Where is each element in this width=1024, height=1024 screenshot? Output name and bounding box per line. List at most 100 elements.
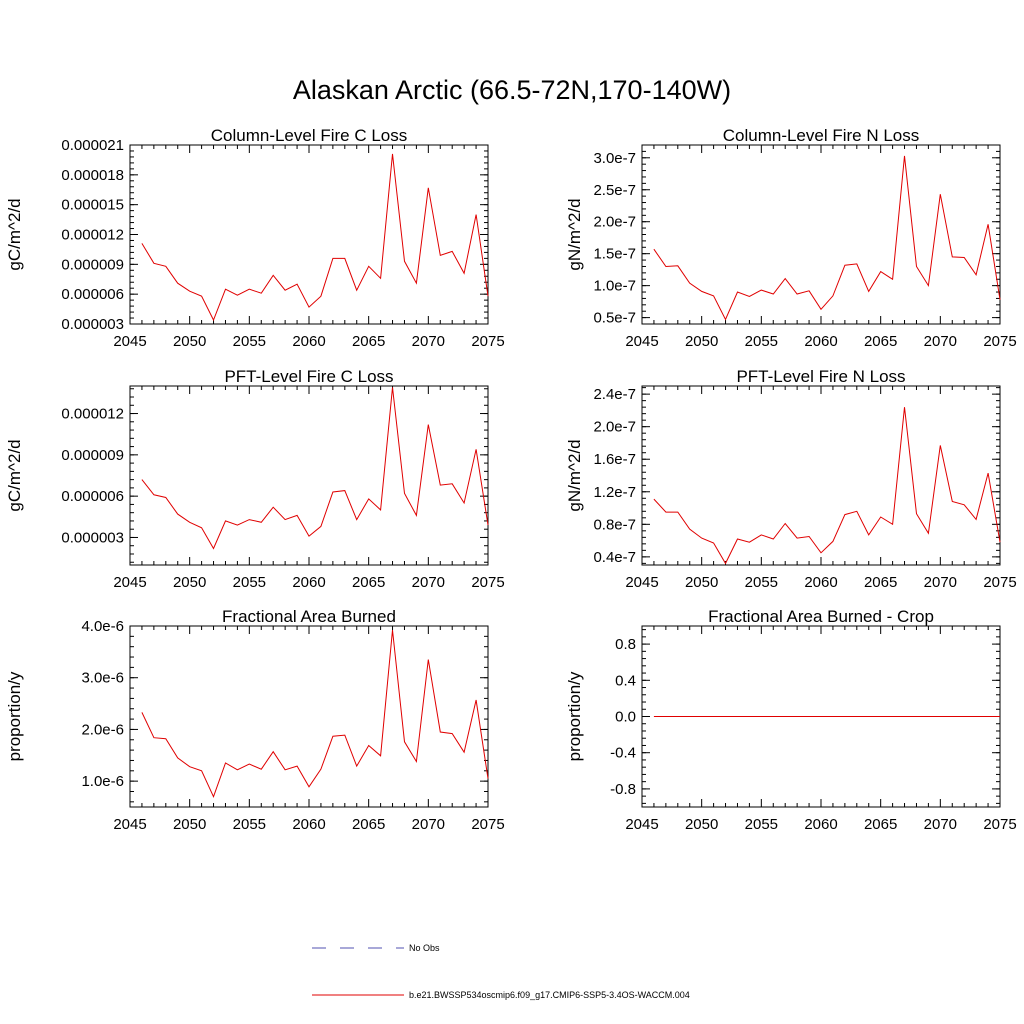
y-tick-label: 0.4e-7 xyxy=(593,549,636,566)
y-tick-label: 1.5e-7 xyxy=(593,246,636,263)
y-tick-label: 2.0e-7 xyxy=(593,419,636,436)
x-tick-label: 2060 xyxy=(292,574,325,591)
y-tick-label: 0.000012 xyxy=(61,227,124,244)
chart-panel-4: 2045 2050 2055 2060 2065 2070 2075 0.4e-7 0.8e-7… xyxy=(565,367,1017,591)
y-tick-label: -0.4 xyxy=(610,745,636,762)
x-tick-label: 2050 xyxy=(173,333,206,350)
y-tick-label: 0.000009 xyxy=(61,256,124,273)
y-axis-label: proportion/y xyxy=(565,671,584,761)
x-tick-label: 2065 xyxy=(864,816,897,833)
x-tick-label: 2055 xyxy=(745,574,778,591)
x-tick-label: 2070 xyxy=(412,816,445,833)
x-tick-label: 2045 xyxy=(113,333,146,350)
x-tick-label: 2060 xyxy=(804,574,837,591)
y-tick-label: 2.0e-7 xyxy=(593,214,636,231)
y-tick-label: 0.000006 xyxy=(61,488,124,505)
y-tick-label: 0.000018 xyxy=(61,167,124,184)
x-tick-label: 2055 xyxy=(233,574,266,591)
x-tick-label: 2045 xyxy=(625,574,658,591)
x-tick-label: 2060 xyxy=(804,816,837,833)
y-tick-label: 3.0e-7 xyxy=(593,150,636,167)
x-tick-label: 2060 xyxy=(804,333,837,350)
x-tick-label: 2055 xyxy=(745,816,778,833)
x-tick-label: 2050 xyxy=(685,574,718,591)
x-tick-label: 2070 xyxy=(924,816,957,833)
x-tick-label: 2075 xyxy=(983,816,1016,833)
panel-title: Column-Level Fire N Loss xyxy=(723,126,920,145)
y-axis-label: gN/m^2/d xyxy=(565,439,584,511)
y-tick-label: 0.000006 xyxy=(61,286,124,303)
x-tick-label: 2075 xyxy=(471,574,504,591)
x-tick-label: 2045 xyxy=(113,574,146,591)
x-tick-label: 2050 xyxy=(173,816,206,833)
plot-frame xyxy=(129,144,489,325)
series-line xyxy=(653,407,1001,565)
x-tick-label: 2055 xyxy=(233,816,266,833)
panels-group: 2045 2050 2055 2060 2065 2070 20750.0000030.00… xyxy=(5,126,1017,833)
y-tick-label: 0.0 xyxy=(615,709,636,726)
series-line xyxy=(141,387,489,550)
plot-frame xyxy=(129,385,489,566)
y-tick-label: 2.0e-6 xyxy=(81,721,124,738)
x-tick-label: 2075 xyxy=(471,816,504,833)
y-tick-label: 0.000015 xyxy=(61,197,124,214)
panel-title: Column-Level Fire C Loss xyxy=(211,126,408,145)
y-tick-label: 0.8 xyxy=(615,636,636,653)
y-tick-label: 0.8e-7 xyxy=(593,516,636,533)
x-tick-label: 2070 xyxy=(924,333,957,350)
chart-panel-5: 2045 2050 2055 2060 2065 2070 2075 1.0e-6 2.0e-6… xyxy=(5,607,505,833)
y-tick-label: 3.0e-6 xyxy=(81,670,124,687)
series-line xyxy=(653,155,1001,321)
legend-case-label: b.e21.BWSSP534oscmip6.f09_g17.CMIP6-SSP5… xyxy=(409,990,690,1000)
x-tick-label: 2045 xyxy=(625,333,658,350)
figure-title: Alaskan Arctic (66.5-72N,170-140W) xyxy=(293,75,731,105)
x-tick-label: 2075 xyxy=(471,333,504,350)
series-line xyxy=(141,153,489,322)
panel-title: Fractional Area Burned - Crop xyxy=(708,607,934,626)
y-tick-label: 1.0e-6 xyxy=(81,773,124,790)
panel-title: PFT-Level Fire N Loss xyxy=(736,367,905,386)
chart-panel-1: 2045 2050 2055 2060 2065 2070 2075 0.000003 0.00… xyxy=(5,126,505,350)
legend: No Obs b.e21.BWSSP534oscmip6.f09_g17.CMI… xyxy=(312,943,690,1000)
chart-panel-6: 2045 2050 2055 2060 2065 2070 2075 -0.8 -0.4 0.0 0… xyxy=(565,607,1017,833)
plot-frame xyxy=(641,144,1001,325)
chart-panel-3: 2045 2050 2055 2060 2065 2070 2075 0.000003 0.00… xyxy=(5,367,505,591)
x-tick-label: 2050 xyxy=(173,574,206,591)
x-tick-label: 2055 xyxy=(233,333,266,350)
y-tick-label: 1.2e-7 xyxy=(593,484,636,501)
y-axis-label: gC/m^2/d xyxy=(5,198,24,270)
y-axis-label: gC/m^2/d xyxy=(5,439,24,511)
x-tick-label: 2060 xyxy=(292,333,325,350)
y-tick-label: 0.4 xyxy=(615,672,636,689)
x-tick-label: 2065 xyxy=(352,333,385,350)
x-tick-label: 2045 xyxy=(113,816,146,833)
x-tick-label: 2050 xyxy=(685,816,718,833)
y-tick-label: 2.5e-7 xyxy=(593,182,636,199)
plot-frame xyxy=(129,625,489,808)
y-tick-label: 1.0e-7 xyxy=(593,278,636,295)
y-tick-label: 0.5e-7 xyxy=(593,310,636,327)
y-tick-label: 0.000012 xyxy=(61,406,124,423)
x-tick-label: 2070 xyxy=(924,574,957,591)
y-tick-label: -0.8 xyxy=(610,781,636,798)
y-axis-label: gN/m^2/d xyxy=(565,198,584,270)
x-tick-label: 2065 xyxy=(864,333,897,350)
y-axis-label: proportion/y xyxy=(5,671,24,761)
y-tick-label: 0.000009 xyxy=(61,447,124,464)
y-tick-label: 0.000003 xyxy=(61,529,124,546)
x-tick-label: 2045 xyxy=(625,816,658,833)
x-tick-label: 2065 xyxy=(352,574,385,591)
series-line xyxy=(141,630,489,799)
y-tick-label: 0.000021 xyxy=(61,137,124,154)
x-tick-label: 2070 xyxy=(412,574,445,591)
x-tick-label: 2075 xyxy=(983,333,1016,350)
y-tick-label: 1.6e-7 xyxy=(593,451,636,468)
panel-title: Fractional Area Burned xyxy=(222,607,396,626)
y-tick-label: 2.4e-7 xyxy=(593,386,636,403)
x-tick-label: 2065 xyxy=(864,574,897,591)
x-tick-label: 2055 xyxy=(745,333,778,350)
x-tick-label: 2060 xyxy=(292,816,325,833)
chart-panel-2: 2045 2050 2055 2060 2065 2070 2075 0.5e-7 1.0e-7… xyxy=(565,126,1017,350)
x-tick-label: 2075 xyxy=(983,574,1016,591)
